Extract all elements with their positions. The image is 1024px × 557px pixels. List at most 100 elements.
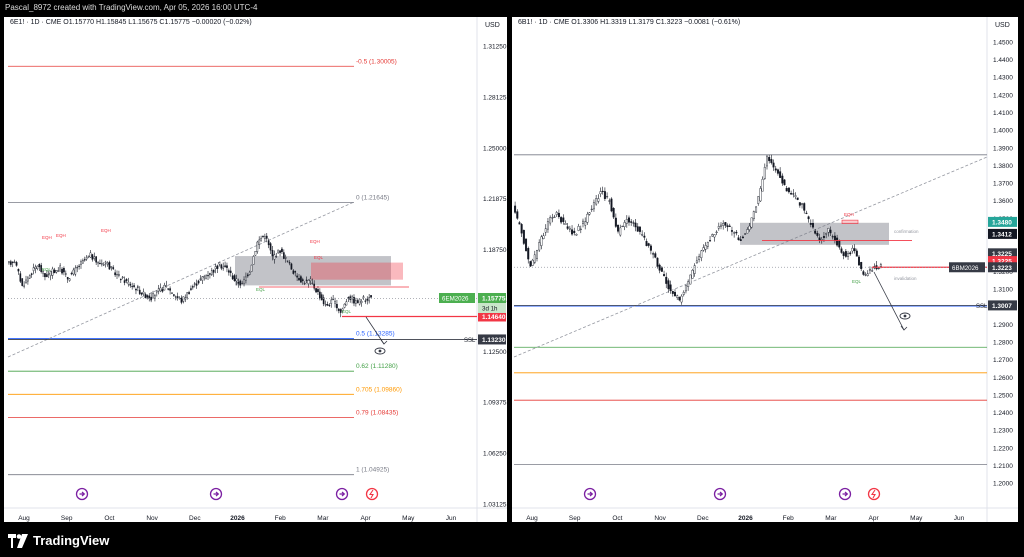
candle-body [836, 237, 839, 246]
structure-annotation: EQH [101, 228, 111, 233]
candle-body [575, 234, 578, 236]
candle-body [592, 202, 595, 210]
candle-body [678, 296, 681, 301]
candle-body [199, 278, 202, 280]
countdown-label: 3d 1h [482, 306, 498, 313]
candle-body [186, 292, 189, 299]
candle-body [303, 283, 306, 285]
chart-6e-canvas[interactable]: USD 1.31250 1.28125 1.25000 1.21875 1.18750 1.… [4, 17, 507, 522]
candle-body [8, 261, 10, 264]
candle-body [770, 159, 773, 163]
candle-body [520, 224, 523, 234]
candle-body [332, 299, 334, 301]
candle-body [779, 171, 782, 178]
candle-body [296, 275, 298, 278]
candle-body [529, 261, 532, 267]
candle-body [805, 212, 808, 214]
event-marker-icon [335, 487, 349, 501]
price-tag-label: 1.3223 [992, 265, 1012, 272]
candle-body [231, 275, 234, 280]
candle-body [347, 297, 350, 299]
candle-body [801, 203, 804, 205]
candle-body [99, 262, 101, 265]
candle-body [216, 265, 219, 269]
candle-body [78, 265, 80, 267]
candle-body [269, 243, 272, 251]
y-tick-label: 1.06250 [483, 451, 507, 458]
candle-body [362, 296, 365, 298]
candle-body [557, 212, 560, 218]
y-tick-label: 1.12500 [483, 349, 507, 356]
candle-body [726, 225, 729, 228]
candle-body [638, 226, 641, 232]
candle-body [87, 255, 90, 257]
candle-body [203, 276, 206, 279]
candle-body [218, 262, 221, 265]
candle-body [741, 236, 744, 239]
candle-body [89, 252, 92, 258]
y-tick-label: 1.3700 [993, 181, 1013, 188]
price-tag-bg [478, 311, 506, 322]
price-tag-label: 1.3480 [992, 219, 1012, 226]
candle-body [59, 265, 61, 272]
candle-body [370, 295, 372, 298]
y-tick-label: 1.4500 [993, 39, 1013, 46]
candle-body [197, 280, 200, 284]
candle-body [64, 273, 67, 275]
candle-body [76, 266, 79, 269]
candle-body [689, 274, 692, 285]
chart-6b-canvas[interactable]: USD 1.4500 1.4400 1.4300 1.4200 1.4100 1.4000 1… [512, 17, 1018, 522]
candle-body [320, 294, 323, 301]
candle-body [328, 304, 331, 306]
fib-level-label: -0.5 (1.30005) [356, 58, 397, 65]
eye-icon-pupil [378, 349, 382, 353]
export-caption: Pascal_8972 created with TradingView.com… [5, 3, 258, 12]
candle-body [748, 225, 751, 230]
structure-annotation: EQL [42, 267, 52, 272]
export-caption-bar: Pascal_8972 created with TradingView.com… [0, 0, 1024, 16]
candle-body [281, 248, 283, 253]
candle-body [595, 198, 598, 205]
candle-body [829, 229, 832, 234]
candle-body [855, 250, 858, 257]
y-tick-label: 1.2300 [993, 428, 1013, 435]
eye-icon [899, 312, 911, 320]
symbol-tag-label: 6BM2026 [952, 265, 979, 272]
chart-panel-6e[interactable]: USD 1.31250 1.28125 1.25000 1.21875 1.18750 1.… [4, 17, 507, 522]
candle-body [814, 230, 817, 234]
candle-body [516, 211, 519, 219]
symbol-info-6e: 6E1! · 1D · CME O1.15770 H1.15845 L1.156… [10, 19, 252, 26]
candle-body [140, 292, 143, 295]
candle-body [119, 278, 122, 281]
candle-body [229, 270, 232, 273]
candle-body [586, 213, 589, 223]
candle-body [649, 245, 652, 251]
structure-annotation: EQH [42, 235, 52, 240]
fib-level-label: 1 (1.04925) [356, 467, 389, 474]
candle-body [728, 225, 731, 227]
candle-body [82, 260, 84, 264]
candle-body [568, 227, 571, 230]
candle-body [717, 225, 720, 229]
candle-body [739, 239, 742, 242]
fib-level-label: 0.705 (1.09860) [356, 386, 402, 393]
x-tick-label: Jun [446, 515, 457, 522]
candle-body [860, 262, 863, 269]
chart-panel-6b[interactable]: USD 1.4500 1.4400 1.4300 1.4200 1.4100 1.4000 1… [512, 17, 1018, 522]
x-tick-label: Apr [869, 515, 880, 522]
event-marker-icon [209, 487, 223, 501]
candle-body [345, 301, 348, 306]
x-tick-label: Sep [61, 515, 73, 522]
y-tick-label: 1.4200 [993, 92, 1013, 99]
candle-body [527, 248, 530, 260]
y-tick-label: 1.2400 [993, 410, 1013, 417]
candle-body [108, 262, 111, 270]
candle-body [250, 264, 253, 272]
x-tick-label: Aug [526, 515, 538, 522]
candle-body [733, 232, 736, 234]
price-tag-label: 1.3225 [992, 251, 1012, 258]
candle-body [573, 230, 576, 234]
candle-body [676, 295, 679, 298]
candle-body [667, 280, 670, 290]
candle-body [831, 236, 834, 238]
